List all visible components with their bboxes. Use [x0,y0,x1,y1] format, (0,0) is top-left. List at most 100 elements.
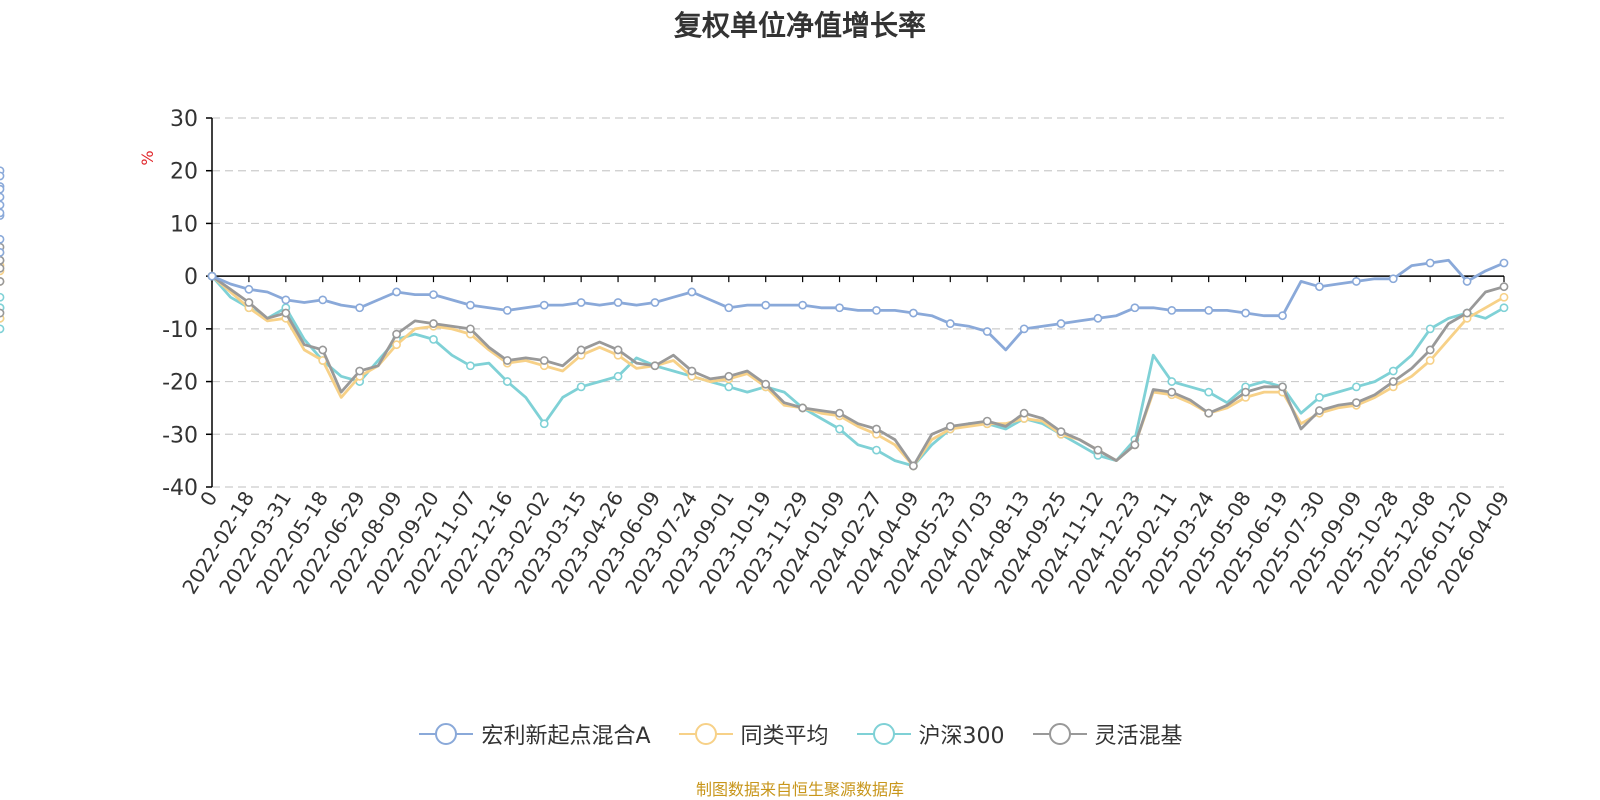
series-line [211,274,1505,468]
series-line [211,275,1505,468]
data-point [465,361,475,371]
data-point [392,287,401,297]
y-tick-label: 10 [170,212,198,237]
data-point [1315,406,1324,415]
axis-layer: 3020100-10-20-30-4002022-02-182022-03-31… [162,107,1514,598]
data-point [1315,392,1324,402]
data-point [1499,292,1509,302]
data-point [1167,387,1177,397]
data-point [687,287,697,297]
data-point [244,298,254,307]
data-point [724,382,734,392]
data-point [539,356,549,365]
y-axis-unit-label: % [138,150,157,165]
data-point [1499,282,1509,292]
data-point [429,334,438,344]
data-point [1093,445,1103,455]
legend-symbol-icon [1032,723,1087,745]
data-point [1388,366,1398,376]
data-point [1351,277,1361,286]
data-point [1278,311,1287,321]
data-point [1425,345,1435,355]
data-point [355,366,365,376]
data-point [650,298,660,307]
data-point [502,356,512,365]
data-point [576,298,586,307]
data-point [1167,377,1177,386]
data-point [355,303,365,313]
data-point [465,324,475,334]
data-point [1093,313,1103,323]
data-point [0,171,5,181]
data-point [908,308,918,318]
data-point [1056,319,1066,328]
data-point [0,255,5,265]
data-point [502,306,512,315]
legend-symbol-icon [856,723,911,745]
data-point [835,303,844,313]
data-point [761,379,771,389]
data-point [1462,277,1472,286]
series-line [210,275,1505,468]
chart-title: 复权单位净值增长率 [673,9,926,42]
data-point [0,200,5,210]
data-point [1241,387,1250,397]
data-point [576,345,586,355]
data-point [945,319,955,328]
data-point [1204,306,1214,315]
data-point [281,295,291,305]
data-point [281,308,291,318]
data-point [1425,258,1435,268]
legend-label: 宏利新起点混合A [481,724,651,749]
data-point [0,184,5,194]
data-point [0,248,5,257]
data-point [0,192,5,202]
data-point [244,284,254,294]
legend-item[interactable]: 沪深300 [855,718,1005,750]
data-point [0,308,5,318]
legend-item[interactable]: 灵活混基 [1031,718,1183,750]
data-point [872,445,881,455]
data-point [1388,377,1398,386]
data-point [1019,324,1029,334]
legend-label: 灵活混基 [1094,724,1183,749]
data-point [207,271,217,281]
data-point [982,327,992,336]
series-hs300 [0,271,1509,471]
data-point [576,382,586,392]
legend-item[interactable]: 同类平均 [677,718,829,750]
data-point [0,263,5,273]
data-point [613,298,623,307]
data-point [724,303,734,313]
data-point [429,290,438,299]
y-tick-label: 0 [184,265,198,290]
data-point [872,424,881,434]
y-tick-label: 20 [170,160,198,185]
data-point [392,340,401,350]
series-fund [0,166,1509,352]
data-point [1425,356,1435,365]
data-point [835,408,844,418]
data-point [1204,408,1214,418]
legend-symbol-icon [678,723,733,745]
y-tick-label: -20 [162,371,198,396]
data-point [761,300,771,310]
data-point [613,371,623,381]
data-point [1425,324,1435,334]
data-point [1204,387,1214,397]
data-point [724,371,734,381]
series-flexible [0,242,1509,471]
data-point [835,424,844,434]
series-line [211,258,1505,352]
data-point [1351,382,1361,392]
data-point [1351,398,1361,408]
data-point [0,324,5,334]
data-point [798,403,808,413]
data-point [1056,427,1066,437]
data-point [1499,303,1509,313]
y-tick-label: -10 [162,318,198,343]
data-point [1499,258,1509,268]
legend-symbol-icon [419,723,474,745]
legend-item[interactable]: 宏利新起点混合A [417,718,651,750]
